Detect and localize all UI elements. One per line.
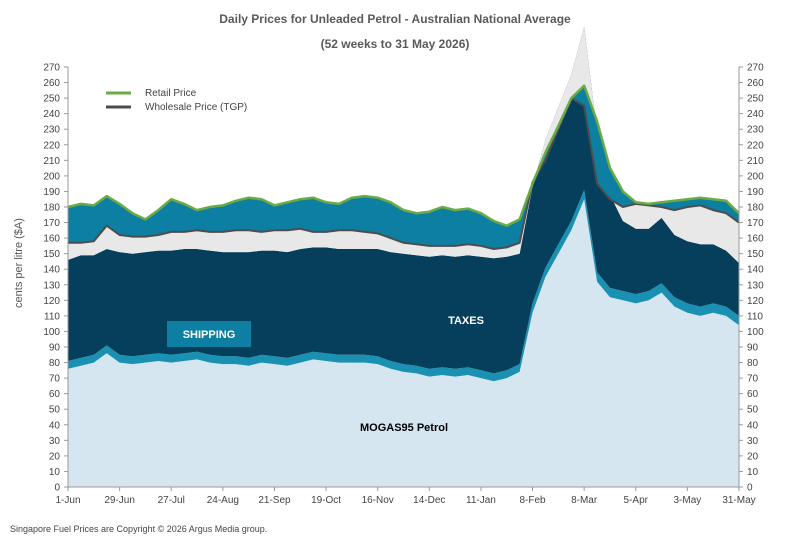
- y-tick-label: 140: [747, 265, 764, 276]
- area-mogas95: [68, 199, 739, 487]
- y-tick-label: 10: [49, 467, 61, 478]
- x-tick-label: 14-Dec: [413, 495, 445, 506]
- x-tick-label: 19-Oct: [311, 495, 341, 506]
- y-tick-label: 70: [49, 374, 61, 385]
- area-retail-margin: [68, 85, 739, 249]
- x-tick-label: 21-Sep: [258, 495, 291, 506]
- y-tick-label: 20: [49, 451, 61, 462]
- y-tick-label: 70: [747, 374, 759, 385]
- chart-subtitle: (52 weeks to 31 May 2026): [321, 37, 470, 51]
- y-tick-label: 230: [747, 125, 764, 136]
- y-tick-label: 170: [43, 218, 60, 229]
- y-tick-label: 50: [49, 405, 61, 416]
- y-tick-label: 250: [747, 94, 764, 105]
- y-tick-label: 130: [43, 280, 60, 291]
- y-tick-label: 150: [747, 249, 764, 260]
- legend-label-retail: Retail Price: [145, 88, 197, 99]
- y-tick-label: 180: [747, 203, 764, 214]
- y-tick-label: 270: [747, 63, 764, 74]
- x-tick-label: 16-Nov: [362, 495, 394, 506]
- area-wholesale-margin: [68, 26, 739, 263]
- x-tick-labels: 1-Jun 29-Jun 27-Jul 24-Aug 21-Sep 19-Oct 16-No…: [55, 495, 755, 506]
- y-tick-label: 260: [43, 78, 60, 89]
- y-tick-label: 30: [49, 436, 61, 447]
- y-tick-label: 170: [747, 218, 764, 229]
- y-tick-label: 30: [747, 436, 759, 447]
- y-tick-label: 0: [747, 483, 753, 494]
- y-tick-label: 60: [49, 389, 61, 400]
- x-tick-label: 8-Feb: [519, 495, 546, 506]
- y-tick-label: 180: [43, 203, 60, 214]
- x-tick-label: 29-Jun: [104, 495, 135, 506]
- y-tick-label: 110: [747, 311, 763, 322]
- legend: Retail Price Wholesale Price (TGP): [106, 88, 247, 113]
- x-tick-label: 31-May: [722, 495, 755, 506]
- series-line-wholesale: [68, 97, 740, 250]
- y-tick-label: 10: [747, 467, 759, 478]
- y-axis-label: cents per litre ($A): [13, 218, 25, 308]
- y-tick-label: 90: [49, 343, 61, 354]
- y-tick-labels-right: 0 10 20 30 40 50 60 70 80 90 100 110 120 130 140 150 160…: [747, 63, 764, 494]
- area-shipping: [68, 189, 739, 382]
- mogas-label: MOGAS95 Petrol: [360, 422, 448, 434]
- y-tick-label: 140: [43, 265, 60, 276]
- y-tick-label: 250: [43, 94, 60, 105]
- x-tick-label: 11-Jan: [466, 495, 496, 506]
- taxes-label: TAXES: [448, 315, 484, 327]
- y-tick-label: 190: [43, 187, 60, 198]
- y-tick-label: 230: [43, 125, 60, 136]
- x-tick-label: 5-Apr: [624, 495, 649, 506]
- y-tick-label: 150: [43, 249, 60, 260]
- y-tick-label: 60: [747, 389, 759, 400]
- axes: [64, 66, 743, 491]
- y-tick-label: 90: [747, 343, 759, 354]
- shipping-label: SHIPPING: [183, 329, 236, 341]
- chart-title: Daily Prices for Unleaded Petrol - Austr…: [219, 12, 571, 26]
- line-layers: [67, 84, 740, 250]
- y-tick-label: 160: [43, 234, 60, 245]
- x-tick-label: 24-Aug: [207, 495, 239, 506]
- y-tick-label: 100: [747, 327, 764, 338]
- shipping-label-box: [167, 321, 251, 347]
- y-tick-label: 270: [43, 63, 60, 74]
- y-tick-label: 240: [43, 109, 60, 120]
- y-tick-label: 210: [43, 156, 60, 167]
- y-tick-label: 220: [747, 140, 764, 151]
- y-tick-label: 20: [747, 451, 759, 462]
- copyright-footer: Singapore Fuel Prices are Copyright © 20…: [10, 524, 267, 534]
- y-tick-label: 120: [43, 296, 60, 307]
- y-tick-label: 40: [747, 420, 759, 431]
- y-tick-label: 210: [747, 156, 764, 167]
- x-tick-label: 1-Jun: [55, 495, 80, 506]
- y-tick-label: 160: [747, 234, 764, 245]
- area-layers: [68, 26, 739, 487]
- y-tick-label: 0: [54, 483, 60, 494]
- y-tick-label: 110: [44, 311, 60, 322]
- y-tick-label: 190: [747, 187, 764, 198]
- x-tick-label: 3-May: [673, 495, 701, 506]
- y-tick-label: 200: [747, 171, 764, 182]
- x-tick-label: 27-Jul: [158, 495, 185, 506]
- y-tick-label: 200: [43, 171, 60, 182]
- y-tick-label: 50: [747, 405, 759, 416]
- legend-label-wholesale: Wholesale Price (TGP): [145, 102, 247, 113]
- y-tick-label: 80: [49, 358, 61, 369]
- y-tick-label: 40: [49, 420, 61, 431]
- area-taxes: [68, 26, 739, 374]
- y-tick-label: 260: [747, 78, 764, 89]
- y-tick-label: 220: [43, 140, 60, 151]
- y-tick-label: 120: [747, 296, 764, 307]
- y-tick-label: 100: [43, 327, 60, 338]
- series-line-retail: [67, 84, 740, 227]
- y-tick-label: 80: [747, 358, 759, 369]
- y-tick-label: 130: [747, 280, 764, 291]
- x-tick-label: 8-Mar: [571, 495, 598, 506]
- y-tick-labels-left: 0 10 20 30 40 50 60 70 80 90 100 110 120 130 140 150 160…: [43, 63, 60, 494]
- y-tick-label: 240: [747, 109, 764, 120]
